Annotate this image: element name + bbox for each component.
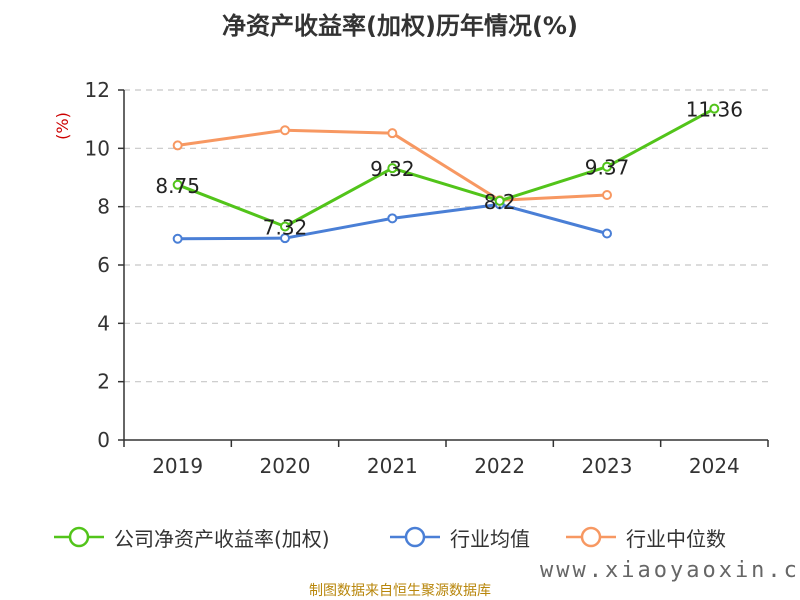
legend-item[interactable]: 行业均值 [390,522,530,552]
legend-swatch-icon [390,526,440,548]
data-point [172,179,183,190]
legend-swatch-marker [580,526,602,548]
data-label: 8.75 [155,174,200,198]
data-point [280,221,290,232]
x-tick-label: 2022 [474,454,525,478]
series-line [177,107,716,228]
y-tick-label: 8 [97,195,110,219]
data-point [709,103,720,114]
data-point [172,140,183,151]
data-label: 9.37 [585,156,630,180]
source-note: 制图数据来自恒生聚源数据库 [309,583,491,599]
y-axis-label: (%) [53,112,72,140]
y-tick-label: 6 [97,253,110,277]
legend-item[interactable]: 行业中位数 [566,522,726,552]
x-tick-label: 2024 [689,454,740,478]
data-point [602,161,612,172]
x-tick-label: 2021 [367,454,418,478]
y-tick-label: 4 [97,311,110,335]
legend-label: 行业中位数 [626,526,726,551]
legend-swatch-icon [566,526,616,548]
y-tick-label: 2 [97,370,110,394]
data-label: 7.32 [263,216,308,240]
data-point [602,190,612,200]
y-tick-label: 10 [85,136,110,160]
data-point [387,163,398,174]
legend-label: 公司净资产收益率(加权) [114,526,330,551]
legend-item[interactable]: 公司净资产收益率(加权) [54,522,330,552]
data-point [602,228,612,239]
data-point [387,128,398,139]
data-point [172,233,183,244]
legend-swatch-marker [68,526,90,548]
x-tick-label: 2020 [260,454,311,478]
chart-title: 净资产收益率(加权)历年情况(%) [222,12,578,40]
data-label: 8.2 [484,190,516,214]
data-point [494,195,505,206]
y-tick-label: 12 [85,78,110,102]
data-point [280,125,290,136]
legend-swatch-marker [404,526,426,548]
data-label: 11.36 [686,98,743,122]
legend-swatch-icon [54,526,104,548]
data-point [387,213,398,224]
y-tick-label: 0 [97,428,110,452]
legend-label: 行业均值 [450,526,530,551]
data-label: 9.32 [370,157,415,181]
data-point [280,233,290,244]
x-tick-label: 2019 [152,454,203,478]
watermark: www.xiaoyaoxin.com [540,558,800,583]
x-tick-label: 2023 [582,454,633,478]
